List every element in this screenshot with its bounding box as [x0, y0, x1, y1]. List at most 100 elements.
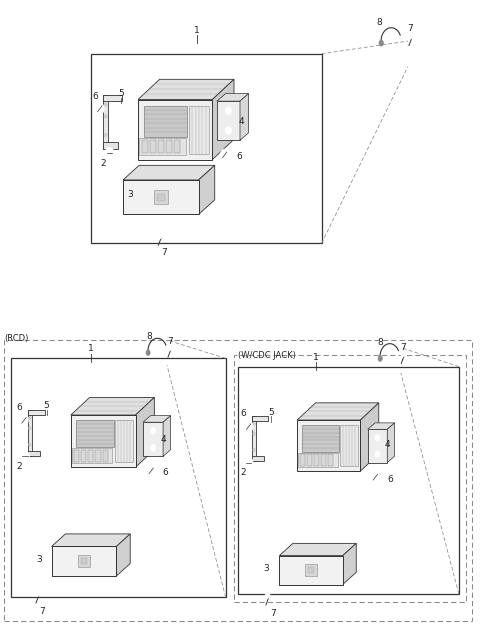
Bar	[368, 429, 387, 463]
Circle shape	[150, 444, 156, 451]
Polygon shape	[360, 403, 379, 471]
Text: 7: 7	[270, 609, 276, 617]
Circle shape	[96, 103, 104, 114]
Polygon shape	[343, 544, 356, 585]
Polygon shape	[71, 398, 155, 415]
Text: 7: 7	[168, 337, 173, 346]
Circle shape	[244, 457, 253, 468]
Text: 1: 1	[194, 26, 200, 35]
Polygon shape	[199, 166, 215, 214]
Bar	[51, 547, 117, 576]
Circle shape	[379, 40, 384, 46]
Bar	[305, 564, 317, 576]
Text: 5: 5	[268, 408, 274, 416]
Text: 8: 8	[146, 332, 152, 341]
Circle shape	[253, 432, 255, 435]
Bar	[154, 190, 168, 204]
Bar	[328, 454, 333, 466]
Polygon shape	[368, 423, 395, 429]
Polygon shape	[116, 534, 130, 576]
Circle shape	[21, 451, 29, 462]
Circle shape	[29, 416, 31, 420]
Bar	[76, 420, 114, 447]
Bar	[321, 454, 326, 466]
Circle shape	[378, 356, 382, 362]
Bar	[74, 450, 79, 461]
Text: 6: 6	[16, 403, 22, 412]
Bar	[158, 140, 164, 153]
Circle shape	[29, 427, 31, 430]
Text: 8: 8	[378, 338, 384, 347]
Bar	[140, 138, 186, 155]
Text: 1: 1	[88, 344, 94, 353]
Bar	[297, 420, 360, 471]
Text: 6: 6	[92, 92, 98, 100]
Text: 7: 7	[408, 24, 413, 33]
Bar	[71, 415, 135, 467]
Bar	[252, 456, 264, 461]
Bar	[252, 416, 256, 461]
Circle shape	[220, 149, 229, 161]
Circle shape	[401, 351, 405, 356]
Bar	[252, 416, 268, 421]
Text: 5: 5	[44, 401, 49, 410]
Circle shape	[226, 126, 231, 135]
Bar	[234, 355, 466, 602]
Bar	[142, 140, 148, 153]
Circle shape	[104, 133, 107, 137]
Bar	[340, 425, 358, 466]
Bar	[28, 410, 32, 456]
Polygon shape	[212, 79, 234, 159]
Bar	[103, 95, 122, 101]
Text: 3: 3	[128, 190, 133, 199]
Circle shape	[253, 448, 255, 451]
Text: 7: 7	[161, 248, 167, 257]
Circle shape	[375, 434, 380, 441]
Circle shape	[253, 422, 255, 425]
Text: 7: 7	[39, 607, 45, 616]
Bar	[279, 556, 343, 585]
Text: 7: 7	[400, 343, 406, 352]
Circle shape	[104, 114, 107, 118]
Bar	[88, 450, 94, 461]
Circle shape	[105, 147, 114, 159]
Circle shape	[226, 107, 231, 115]
Text: 2: 2	[100, 159, 106, 167]
Bar	[189, 106, 209, 154]
Circle shape	[147, 465, 156, 477]
Text: 4: 4	[160, 435, 166, 444]
Bar	[138, 99, 212, 159]
Bar	[4, 340, 472, 621]
Circle shape	[150, 427, 156, 434]
Polygon shape	[135, 398, 155, 467]
Text: 6: 6	[240, 410, 246, 418]
Polygon shape	[123, 166, 215, 180]
Text: 5: 5	[118, 89, 124, 98]
Bar	[217, 101, 240, 140]
Bar	[78, 555, 90, 568]
Bar	[103, 142, 118, 149]
Bar	[150, 140, 156, 153]
Circle shape	[168, 344, 172, 350]
Circle shape	[371, 471, 380, 483]
Polygon shape	[279, 544, 356, 556]
Bar	[307, 454, 312, 466]
Bar	[103, 95, 108, 149]
Bar	[28, 451, 40, 456]
Text: 4: 4	[385, 441, 391, 449]
Polygon shape	[51, 534, 130, 547]
Circle shape	[146, 350, 150, 355]
Bar	[81, 450, 86, 461]
Text: 3: 3	[36, 555, 42, 564]
Polygon shape	[387, 423, 395, 463]
Bar	[91, 54, 322, 243]
Circle shape	[20, 415, 28, 426]
Polygon shape	[163, 416, 170, 456]
Bar	[11, 358, 226, 597]
Text: 8: 8	[376, 18, 382, 27]
Circle shape	[36, 590, 40, 597]
Circle shape	[408, 33, 413, 39]
Text: 2: 2	[240, 468, 246, 477]
Circle shape	[375, 451, 380, 458]
Text: (RCD): (RCD)	[4, 334, 28, 343]
